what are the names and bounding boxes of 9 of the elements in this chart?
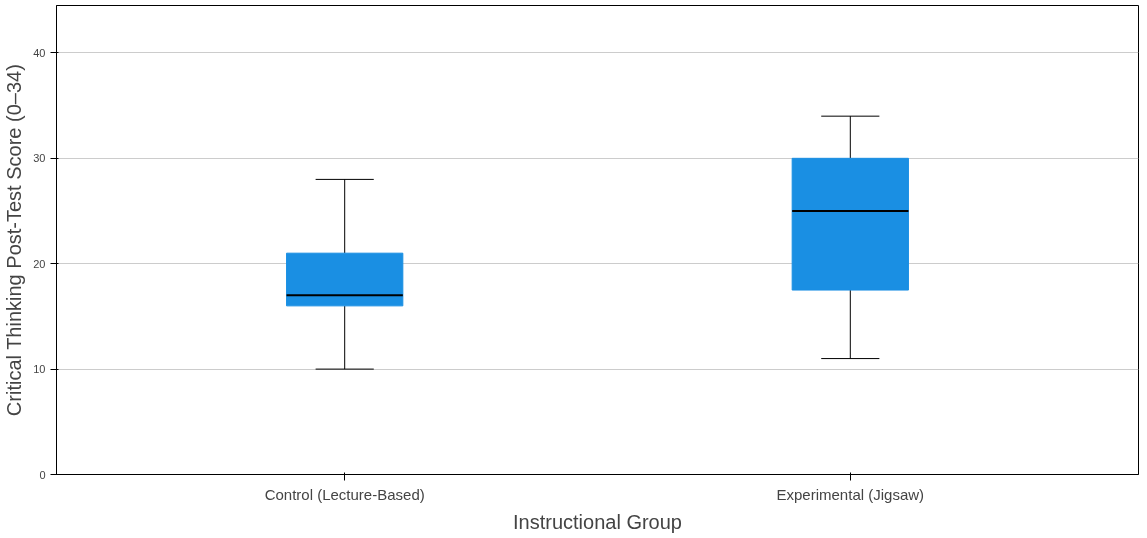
y-tick-label: 10 <box>33 363 46 376</box>
y-tick-label: 40 <box>33 46 46 59</box>
x-axis-title: Instructional Group <box>513 510 682 533</box>
y-tick-label: 20 <box>33 257 46 270</box>
y-axis-title: Critical Thinking Post-Test Score (0–34) <box>3 64 26 417</box>
y-tick-label: 0 <box>39 468 46 481</box>
y-tick-label: 30 <box>33 152 46 165</box>
x-tick-label: Control (Lecture-Based) <box>264 485 425 503</box>
x-tick-label: Experimental (Jigsaw) <box>776 485 925 503</box>
